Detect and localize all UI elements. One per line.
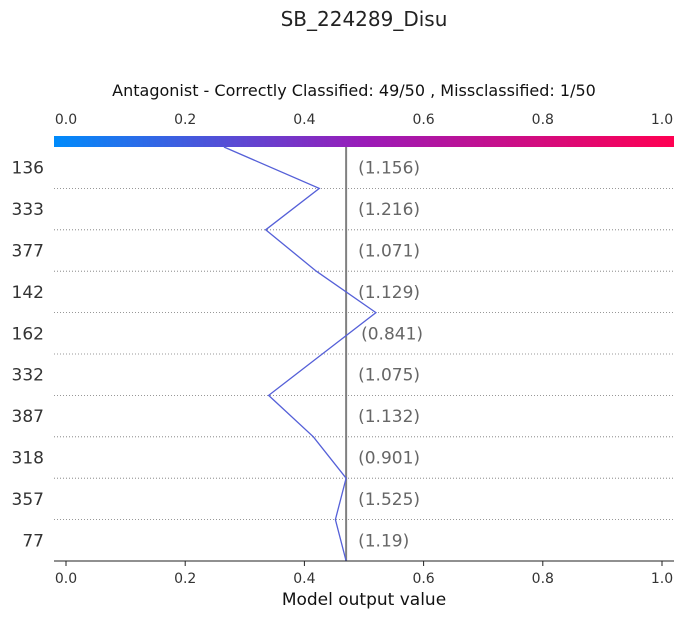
- top-tick-label: 0.8: [532, 112, 554, 128]
- feature-value-annotation: (1.129): [358, 283, 420, 303]
- feature-value-annotation: (1.071): [358, 242, 420, 262]
- bottom-tick-label: 0.4: [293, 571, 315, 587]
- feature-value-annotation: (0.901): [358, 449, 420, 469]
- chart-title: SB_224289_Disu: [281, 7, 448, 31]
- bottom-tick-label: 0.2: [174, 571, 196, 587]
- chart-subtitle: Antagonist - Correctly Classified: 49/50…: [112, 81, 596, 100]
- x-axis-label: Model output value: [282, 590, 446, 610]
- bottom-tick-label: 1.0: [651, 571, 673, 587]
- top-tick-label: 0.2: [174, 112, 196, 128]
- row-gridlines: [54, 187, 674, 520]
- top-tick-label: 0.4: [293, 112, 315, 128]
- colorbar: [54, 136, 674, 147]
- feature-value-annotation: (1.156): [358, 159, 420, 179]
- feature-label: 332: [12, 366, 44, 386]
- feature-label: 387: [12, 407, 44, 427]
- feature-value-annotation: (1.075): [358, 366, 420, 386]
- bottom-tick-label: 0.0: [55, 571, 77, 587]
- bottom-tick-label: 0.8: [532, 571, 554, 587]
- feature-value-annotations: (1.156) (1.216) (1.071) (1.129) (0.841) (1.07…: [358, 159, 423, 552]
- feature-label: 142: [12, 283, 44, 303]
- feature-value-annotation: (1.525): [358, 490, 420, 510]
- feature-value-annotation: (0.841): [361, 324, 423, 344]
- top-axis-ticks: 0.0 0.2 0.4 0.6 0.8 1.0: [55, 112, 673, 128]
- feature-value-annotation: (1.216): [358, 200, 420, 220]
- feature-label: 333: [12, 200, 44, 220]
- bottom-tick-label: 0.6: [412, 571, 434, 587]
- feature-label: 77: [22, 531, 44, 551]
- top-tick-label: 0.6: [412, 112, 434, 128]
- feature-label: 136: [12, 159, 44, 179]
- bottom-axis-ticks: 0.0 0.2 0.4 0.6 0.8 1.0: [55, 561, 673, 587]
- feature-value-annotation: (1.19): [358, 531, 409, 551]
- top-tick-label: 0.0: [55, 112, 77, 128]
- feature-value-annotation: (1.132): [358, 407, 420, 427]
- decision-path-line: [223, 146, 378, 562]
- feature-label: 377: [12, 242, 44, 262]
- feature-label: 318: [12, 449, 44, 469]
- feature-label: 162: [12, 324, 44, 344]
- top-tick-label: 1.0: [651, 112, 673, 128]
- feature-label: 357: [12, 490, 44, 510]
- feature-labels: 136 333 377 142 162 332 387 318 357 77: [12, 159, 44, 552]
